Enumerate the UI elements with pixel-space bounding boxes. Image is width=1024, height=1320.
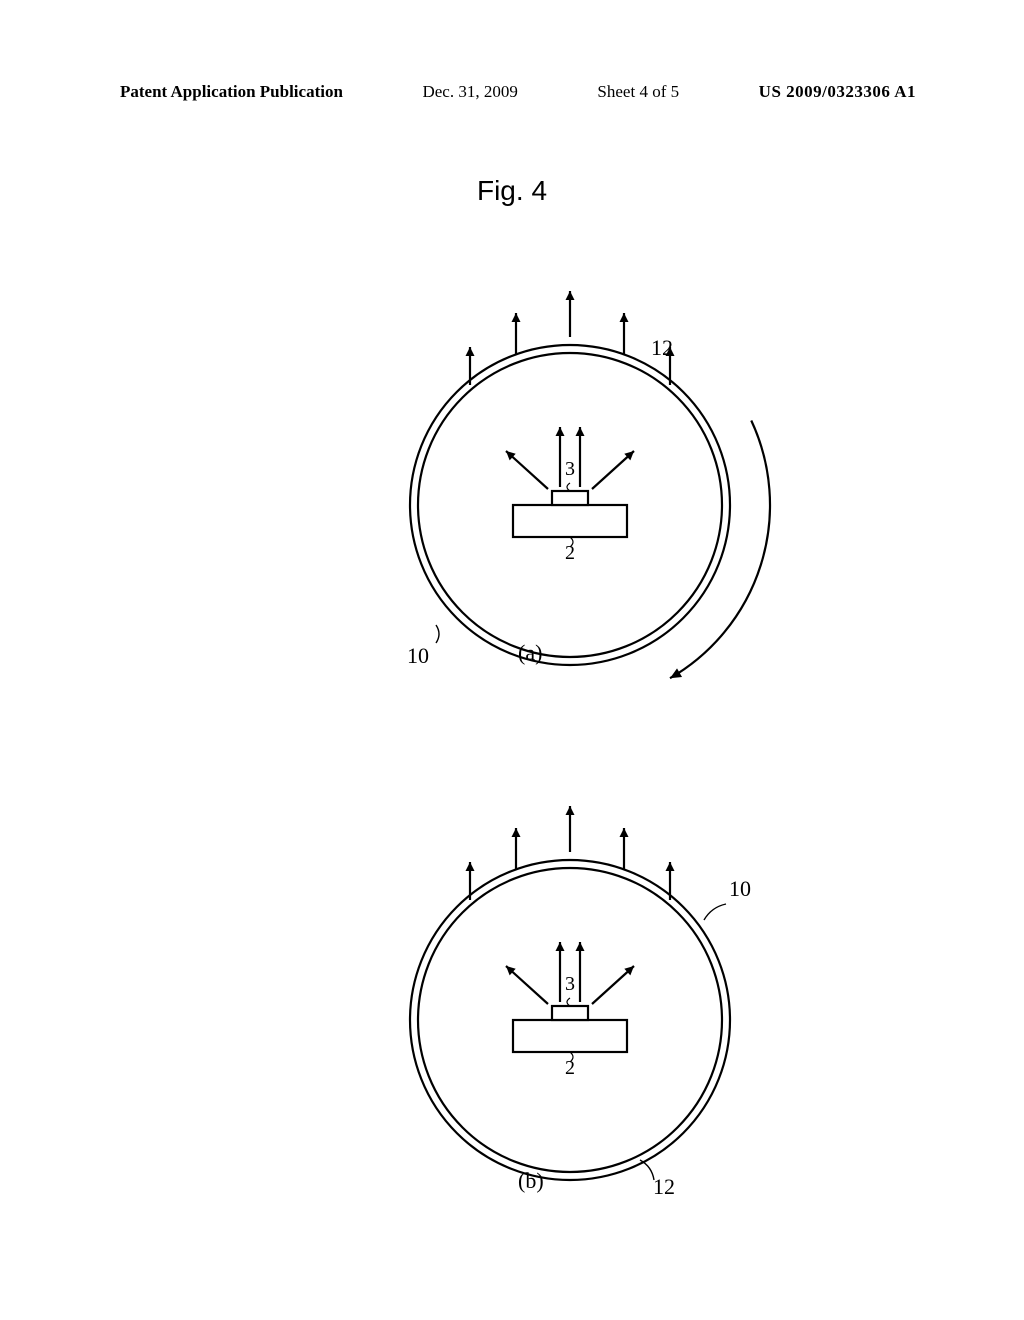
diagram-a: 321012 — [360, 275, 700, 615]
diagram-b-svg: 3 2 10 12 — [360, 790, 780, 1210]
publication-type: Patent Application Publication — [120, 82, 343, 102]
sublabel-b: (b) — [518, 1168, 544, 1194]
diagram-a-svg: 3 2 10 12 — [360, 275, 780, 695]
svg-text:12: 12 — [651, 335, 673, 360]
svg-text:10: 10 — [729, 876, 751, 901]
svg-text:2: 2 — [565, 1057, 575, 1079]
sublabel-a: (a) — [518, 640, 542, 666]
svg-text:3: 3 — [565, 973, 575, 995]
svg-text:2: 2 — [565, 542, 575, 564]
svg-text:10: 10 — [407, 643, 429, 668]
svg-text:3: 3 — [565, 458, 575, 480]
page-header: Patent Application Publication Dec. 31, … — [0, 82, 1024, 102]
publication-date: Dec. 31, 2009 — [422, 82, 517, 102]
publication-number: US 2009/0323306 A1 — [759, 82, 916, 102]
figure-title: Fig. 4 — [477, 175, 547, 207]
sheet-number: Sheet 4 of 5 — [597, 82, 679, 102]
diagram-b: 321012 — [360, 790, 700, 1130]
svg-text:12: 12 — [653, 1174, 675, 1199]
